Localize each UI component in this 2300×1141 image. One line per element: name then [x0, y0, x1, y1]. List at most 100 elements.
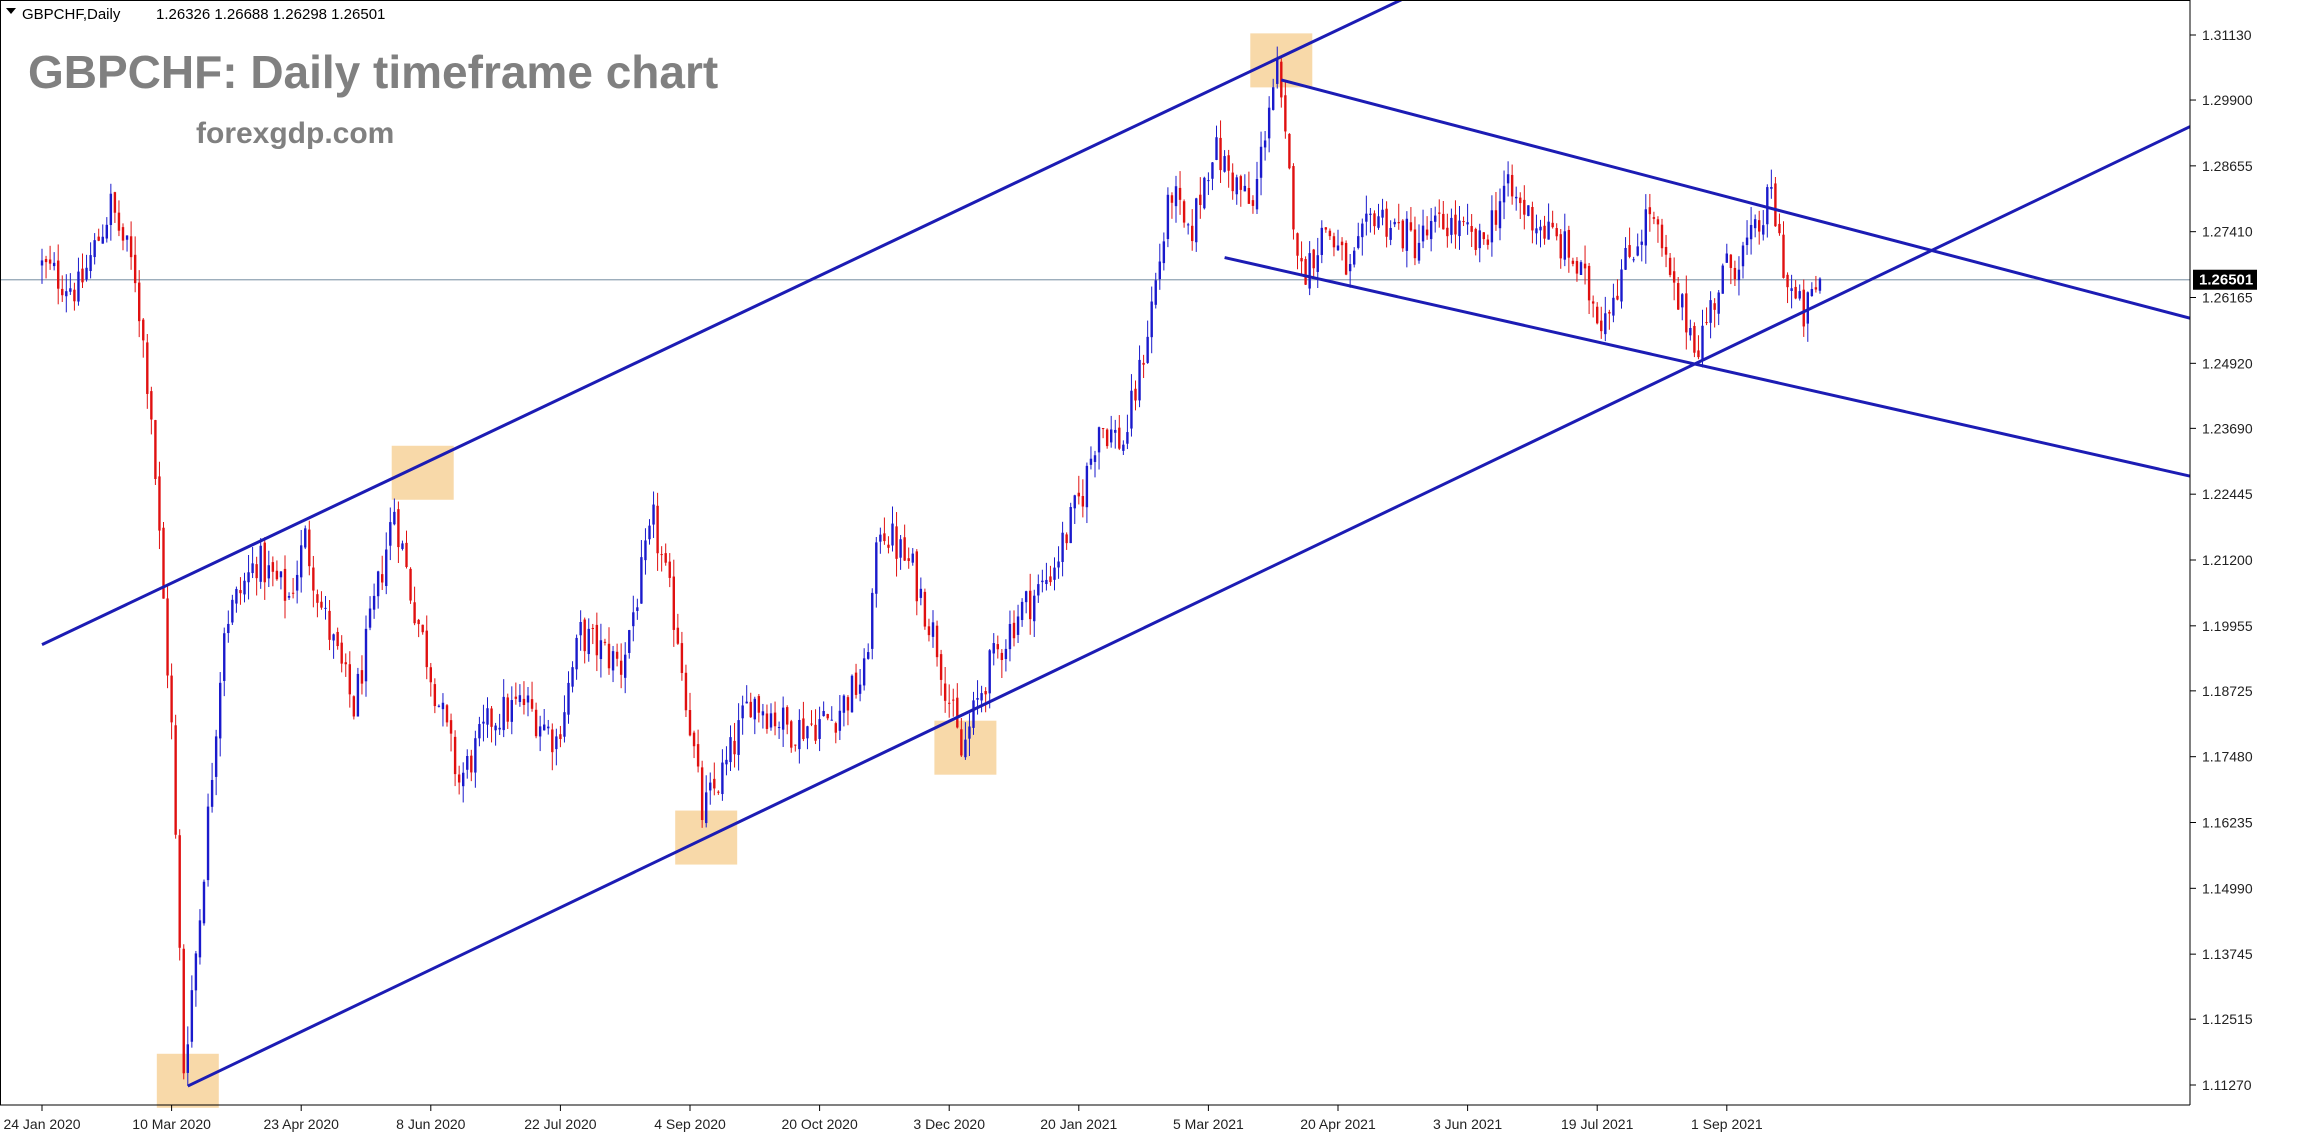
candle-body — [960, 729, 963, 756]
trendline-descending-top[interactable] — [1280, 78, 2245, 333]
trendline-descending-bottom[interactable] — [1224, 256, 2246, 489]
candle-body — [186, 1044, 189, 1073]
candle-body — [1474, 228, 1477, 250]
candle-body — [1494, 210, 1498, 225]
candle-body — [1000, 652, 1004, 661]
candle-body — [1093, 455, 1097, 462]
candle-body — [1401, 220, 1404, 249]
candle-body — [1519, 197, 1522, 204]
candle-body — [417, 619, 420, 625]
candle-body — [1186, 224, 1190, 226]
candle-body — [1579, 262, 1583, 275]
candle-body — [510, 700, 513, 722]
candle-body — [867, 652, 870, 659]
candle-body — [142, 319, 145, 341]
candle-body — [624, 654, 627, 678]
candle-body — [437, 705, 441, 707]
candle-body — [113, 192, 117, 213]
candle-body — [1701, 325, 1704, 361]
candle-body — [320, 601, 323, 608]
candle-body — [453, 736, 457, 775]
candle-body — [1263, 140, 1267, 148]
candle-body — [676, 627, 680, 644]
candle-body — [1454, 214, 1457, 235]
candle-body — [223, 633, 226, 681]
candle-body — [1709, 300, 1712, 323]
candle-body — [1762, 225, 1765, 235]
candle-body — [231, 599, 234, 623]
candle-body — [996, 644, 999, 650]
candle-body — [372, 595, 376, 610]
candle-body — [1802, 289, 1805, 327]
candle-body — [206, 806, 210, 881]
candle-body — [433, 684, 437, 707]
candle-body — [1640, 241, 1643, 245]
trendlines[interactable] — [41, 0, 2246, 1088]
x-tick-label: 20 Jan 2021 — [1040, 1116, 1117, 1132]
candle-body — [1389, 227, 1392, 240]
candle-body — [652, 504, 655, 525]
candle-body — [1357, 236, 1360, 248]
candle-body — [980, 693, 983, 701]
candle-body — [89, 255, 92, 272]
candle-body — [1247, 187, 1251, 204]
collapse-triangle-icon[interactable] — [6, 8, 16, 14]
candle-body — [486, 708, 489, 725]
candle-body — [1749, 224, 1753, 240]
candle-body — [794, 744, 797, 746]
candle-body — [1681, 294, 1684, 308]
candle-body — [287, 595, 291, 598]
candle-body — [1381, 209, 1384, 218]
trendline-lower-channel[interactable] — [187, 108, 2229, 1088]
candle-body — [964, 739, 967, 758]
candle-body — [879, 534, 882, 542]
candle-body — [40, 260, 44, 266]
candle-body — [1539, 226, 1542, 231]
x-tick-label: 8 Jun 2020 — [396, 1116, 465, 1132]
candle-body — [1288, 133, 1291, 169]
candle-body — [1717, 292, 1720, 314]
candle-body — [571, 667, 574, 687]
candle-body — [773, 712, 777, 727]
x-tick-label: 20 Oct 2020 — [781, 1116, 857, 1132]
trendline-upper-channel[interactable] — [41, 0, 1435, 646]
y-tick-label: 1.11270 — [2202, 1077, 2252, 1093]
y-tick-label: 1.31130 — [2202, 27, 2252, 43]
candle-body — [749, 701, 752, 718]
candle-body — [393, 511, 396, 525]
candle-body — [579, 622, 582, 636]
candle-body — [1097, 427, 1101, 453]
candle-body — [133, 254, 137, 284]
candle-body — [170, 675, 173, 723]
candle-body — [1340, 241, 1344, 246]
candle-body — [48, 259, 52, 264]
candle-body — [599, 640, 603, 660]
candle-body — [162, 527, 165, 599]
candle-body — [871, 592, 874, 649]
candle-body — [1478, 230, 1481, 249]
candle-body — [1008, 623, 1012, 650]
candle-body — [611, 651, 615, 671]
candle-body — [1527, 205, 1530, 216]
candle-body — [409, 568, 412, 601]
candle-body — [1130, 390, 1133, 429]
candle-body — [1664, 246, 1668, 255]
candle-body — [1567, 229, 1571, 258]
candle-body — [1365, 213, 1368, 222]
candle-body — [1668, 257, 1672, 275]
candle-body — [271, 562, 275, 572]
candle-body — [858, 684, 862, 694]
candle-body — [547, 726, 550, 729]
candle-body — [324, 607, 327, 609]
candle-body — [1753, 219, 1757, 229]
candle-body — [1089, 458, 1093, 465]
candle-body — [563, 712, 566, 737]
candle-body — [846, 697, 850, 711]
candle-body — [956, 697, 959, 728]
candle-body — [1502, 185, 1506, 203]
candle-body — [138, 282, 141, 322]
candle-body — [1336, 245, 1340, 251]
candle-body — [340, 642, 343, 664]
candle-body — [1624, 247, 1627, 270]
